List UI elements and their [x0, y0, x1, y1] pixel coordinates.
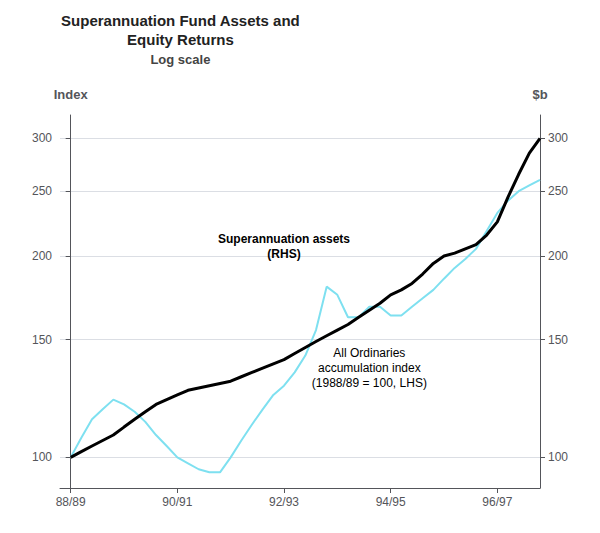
svg-text:200: 200 — [548, 249, 568, 263]
svg-text:Log scale: Log scale — [150, 52, 210, 67]
svg-text:200: 200 — [32, 249, 52, 263]
svg-text:94/95: 94/95 — [376, 495, 406, 509]
svg-text:(RHS): (RHS) — [267, 247, 300, 261]
svg-text:Superannuation Fund Assets and: Superannuation Fund Assets and — [61, 12, 300, 29]
svg-text:300: 300 — [32, 131, 52, 145]
svg-text:250: 250 — [32, 184, 52, 198]
svg-text:(1988/89 = 100, LHS): (1988/89 = 100, LHS) — [312, 376, 427, 390]
svg-text:$b: $b — [532, 87, 547, 102]
svg-text:150: 150 — [32, 333, 52, 347]
svg-text:96/97: 96/97 — [482, 495, 512, 509]
svg-text:92/93: 92/93 — [269, 495, 299, 509]
svg-text:150: 150 — [548, 333, 568, 347]
svg-text:accumulation index: accumulation index — [318, 361, 421, 375]
svg-text:250: 250 — [548, 184, 568, 198]
svg-text:100: 100 — [32, 450, 52, 464]
svg-text:All Ordinaries: All Ordinaries — [333, 346, 405, 360]
svg-text:Superannuation assets: Superannuation assets — [218, 232, 350, 246]
svg-text:90/91: 90/91 — [162, 495, 192, 509]
svg-text:Equity Returns: Equity Returns — [127, 31, 234, 48]
svg-text:300: 300 — [548, 131, 568, 145]
svg-text:Index: Index — [54, 87, 89, 102]
svg-text:100: 100 — [548, 450, 568, 464]
svg-text:88/89: 88/89 — [56, 495, 86, 509]
